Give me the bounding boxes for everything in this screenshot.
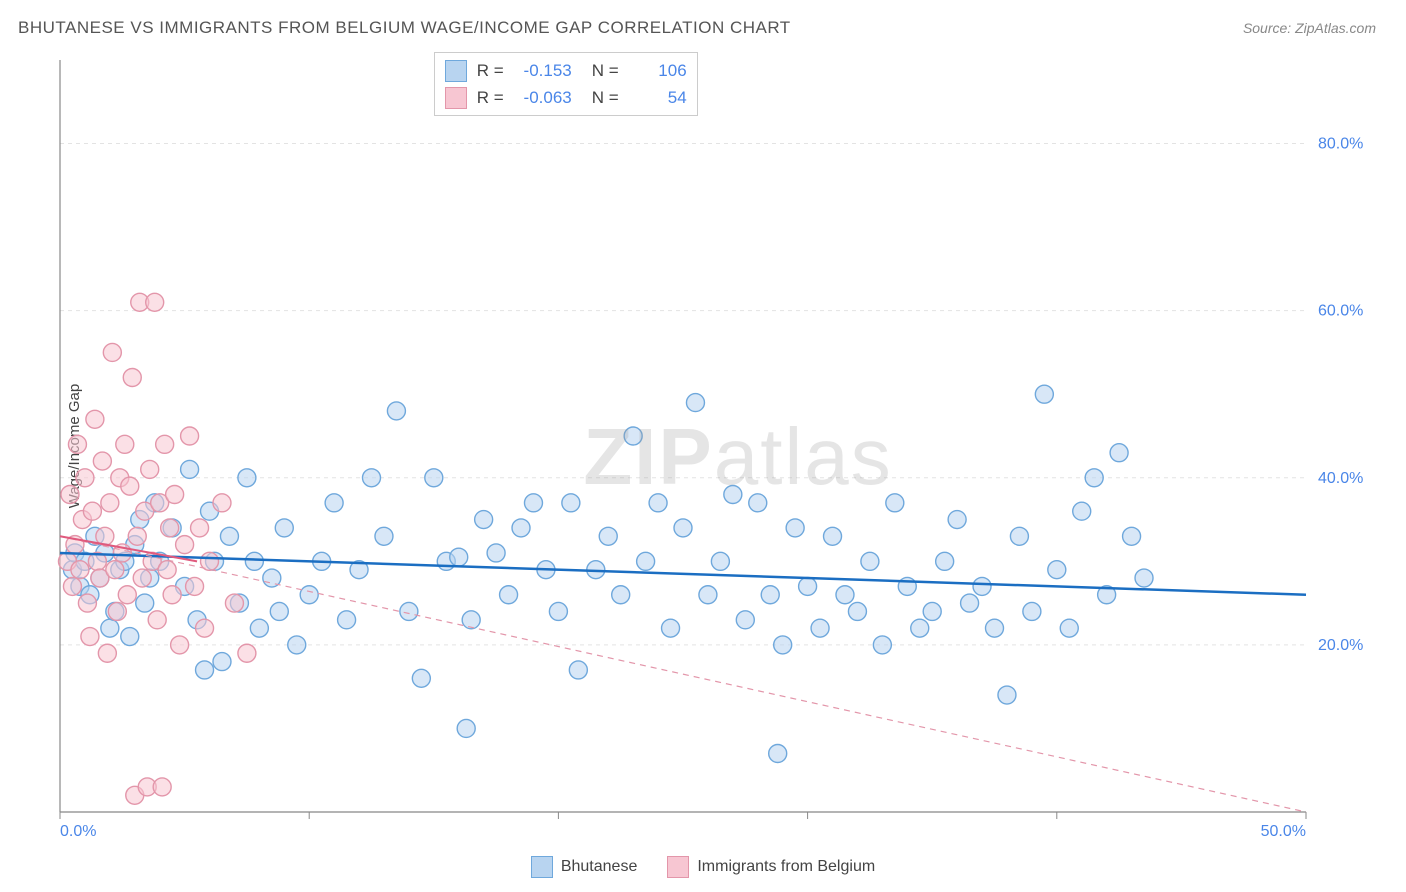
svg-text:50.0%: 50.0% xyxy=(1261,823,1306,840)
series-legend: Bhutanese Immigrants from Belgium xyxy=(0,856,1406,878)
legend-swatch xyxy=(667,856,689,878)
legend-swatch xyxy=(531,856,553,878)
chart-title: BHUTANESE VS IMMIGRANTS FROM BELGIUM WAG… xyxy=(18,18,791,38)
legend-item-bhutanese: Bhutanese xyxy=(531,856,638,878)
svg-text:0.0%: 0.0% xyxy=(60,823,96,840)
chart-container: 20.0%40.0%60.0%80.0%0.0%50.0% ZIPatlas R… xyxy=(50,50,1376,842)
legend-item-belgium: Immigrants from Belgium xyxy=(667,856,875,878)
svg-text:60.0%: 60.0% xyxy=(1318,303,1363,320)
legend-label: Bhutanese xyxy=(561,858,638,876)
scatter-plot: 20.0% 40.0% 60.0% 80.0% 0.0% 50.0% xyxy=(50,50,1376,842)
legend-label: Immigrants from Belgium xyxy=(697,858,875,876)
correlation-legend: R =-0.153N =106R =-0.063N =54 xyxy=(434,52,698,116)
svg-text:20.0%: 20.0% xyxy=(1318,637,1363,654)
svg-text:40.0%: 40.0% xyxy=(1318,470,1363,487)
source-label: Source: ZipAtlas.com xyxy=(1243,20,1376,36)
svg-text:80.0%: 80.0% xyxy=(1318,136,1363,153)
